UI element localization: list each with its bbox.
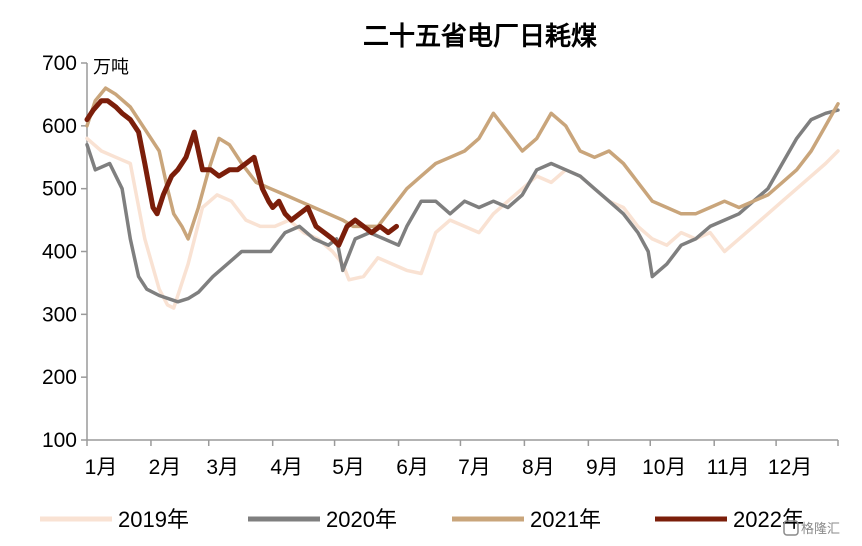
x-tick-label: 2月 — [149, 456, 182, 479]
y-tick-label: 600 — [42, 115, 77, 138]
watermark-text: 格隆汇 — [801, 521, 840, 537]
x-tick-label: 4月 — [270, 456, 303, 479]
x-tick-label: 10月 — [642, 456, 686, 479]
y-tick-label: 700 — [42, 52, 77, 75]
series-line-2 — [85, 108, 840, 304]
watermark-logo-icon — [783, 520, 799, 536]
x-tick-label: 3月 — [206, 456, 239, 479]
x-tick-label: 1月 — [85, 456, 118, 479]
x-tick-label: 11月 — [707, 456, 750, 479]
series-lines — [84, 86, 840, 310]
legend: 2019年 2020年 2021年 2022年 — [40, 507, 804, 532]
series-line-1 — [85, 136, 840, 310]
y-tick-label: 300 — [42, 303, 77, 326]
series-line-4 — [84, 98, 399, 248]
y-tick-label: 500 — [42, 178, 77, 201]
y-axis-ticks: 100 200 300 400 500 600 700 — [42, 52, 87, 452]
watermark: 格隆汇 — [783, 520, 840, 537]
x-tick-label: 12月 — [768, 456, 812, 479]
y-axis-unit: 万吨 — [93, 57, 129, 78]
y-tick-label: 200 — [42, 366, 77, 389]
x-axis-ticks: 1月 2月 3月 4月 5月 6月 7月 8月 9月 10月 11月 12月 — [85, 440, 839, 479]
legend-label: 2022年 — [733, 507, 804, 532]
y-tick-label: 400 — [42, 241, 77, 264]
y-tick-label: 100 — [42, 429, 77, 452]
legend-label: 2019年 — [118, 507, 189, 532]
x-tick-label: 7月 — [458, 456, 491, 479]
x-tick-label: 5月 — [332, 456, 365, 479]
x-tick-label: 8月 — [522, 456, 555, 479]
legend-label: 2020年 — [326, 507, 397, 532]
x-tick-label: 9月 — [586, 456, 619, 479]
legend-label: 2021年 — [530, 507, 601, 532]
chart-title: 二十五省电厂日耗煤 — [363, 22, 597, 52]
x-tick-label: 6月 — [396, 456, 429, 479]
series-line-3 — [85, 86, 840, 241]
